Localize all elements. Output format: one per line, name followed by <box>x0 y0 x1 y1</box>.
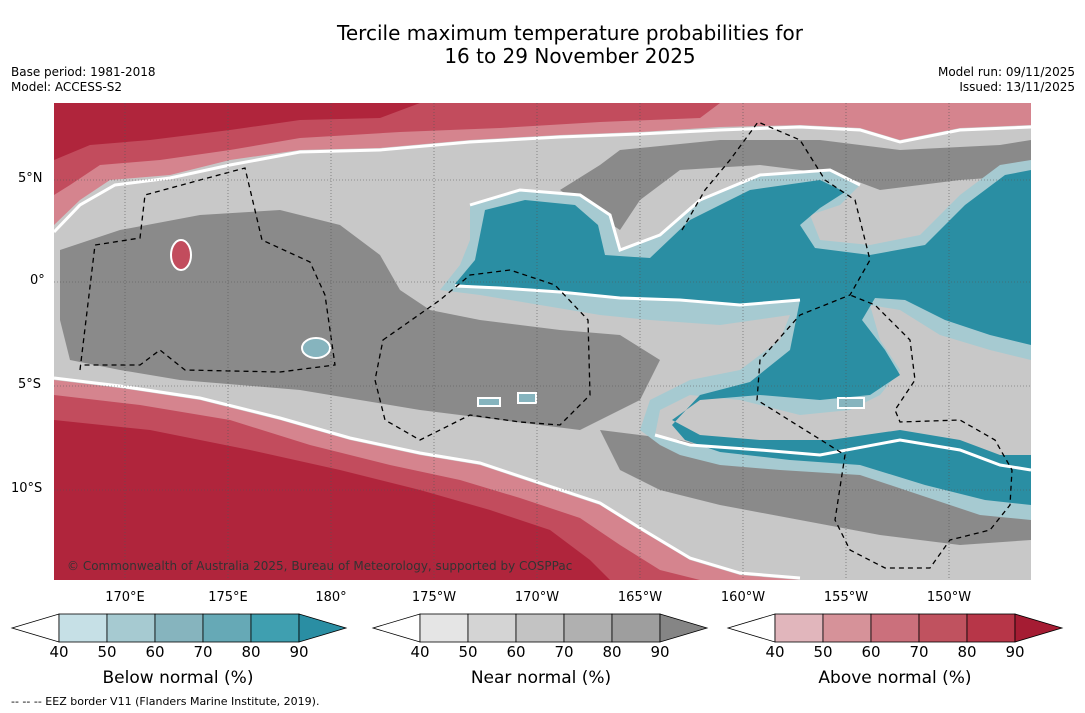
above-colorbar-segment <box>918 613 968 643</box>
lon-label-170e: 170°E <box>105 590 145 605</box>
above-colorbar-tick: 80 <box>957 643 977 661</box>
below-colorbar-segment <box>250 613 300 643</box>
near-normal-label: Near normal (%) <box>470 668 612 688</box>
map-fields <box>54 103 1031 580</box>
above-normal-label: Above normal (%) <box>818 668 972 688</box>
below-contour-c <box>654 433 1031 472</box>
below-contour-a <box>454 284 801 307</box>
above-colorbar-tick: 60 <box>861 643 881 661</box>
near-colorbar-segment <box>467 613 517 643</box>
near-colorbar-min-extend <box>371 613 421 643</box>
lat-label-10s: 10°S <box>11 481 43 496</box>
below-contour-b <box>469 168 861 252</box>
below-colorbar-tick: 90 <box>289 643 309 661</box>
below-normal-patch-a <box>477 397 501 407</box>
colorbars <box>10 613 1064 643</box>
model-name: Model: ACCESS-S2 <box>11 80 123 94</box>
above-normal-south-core <box>54 420 610 580</box>
above-colorbar-segment <box>870 613 920 643</box>
above-colorbar-tick: 40 <box>765 643 785 661</box>
below-normal-patch-c <box>837 397 865 409</box>
lon-label-160w: 160°W <box>720 590 766 605</box>
lat-label-5s: 5°S <box>18 377 42 392</box>
above-normal-patch <box>170 239 192 271</box>
below-colorbar-tick: 40 <box>49 643 69 661</box>
near-colorbar-tick: 40 <box>410 643 430 661</box>
near-colorbar-tick: 90 <box>650 643 670 661</box>
graticule <box>54 103 1031 580</box>
above-colorbar-tick: 90 <box>1005 643 1025 661</box>
near-colorbar-tick: 60 <box>506 643 526 661</box>
near-colorbar-segment <box>419 613 469 643</box>
meta-right: Model run: 09/11/2025 Issued: 13/11/2025 <box>938 65 1075 95</box>
below-colorbar-tick: 70 <box>193 643 213 661</box>
base-period: Base period: 1981-2018 <box>11 65 156 79</box>
below-colorbar-segment <box>202 613 252 643</box>
near-colorbar-segment <box>563 613 613 643</box>
below-colorbar-tick: 50 <box>97 643 117 661</box>
above-colorbar-tick: 50 <box>813 643 833 661</box>
below-colorbar-segment <box>106 613 156 643</box>
below-normal-patch-b <box>517 392 537 404</box>
below-colorbar-min-extend <box>10 613 60 643</box>
near-colorbar-tick: 70 <box>554 643 574 661</box>
above-south-contour <box>54 376 801 580</box>
eez-border-east <box>681 121 1013 569</box>
lat-label-5n: 5°N <box>18 171 43 186</box>
below-colorbar-max-extend <box>298 613 348 643</box>
eez-border-west <box>79 167 336 373</box>
lon-label-180: 180° <box>315 590 347 605</box>
above-north-contour <box>54 125 1031 234</box>
below-normal-east-core <box>455 170 1031 505</box>
near-colorbar-tick: 80 <box>602 643 622 661</box>
near-colorbar-tick: 50 <box>458 643 478 661</box>
lon-label-175e: 175°E <box>208 590 248 605</box>
above-colorbar-segment <box>774 613 824 643</box>
title-line-2: 16 to 29 November 2025 <box>444 44 696 68</box>
eez-border-central <box>374 269 591 441</box>
lon-label-155w: 155°W <box>823 590 869 605</box>
title-line-1: Tercile maximum temperature probabilitie… <box>337 21 803 45</box>
model-run: Model run: 09/11/2025 <box>937 65 1075 79</box>
below-colorbar-segment <box>154 613 204 643</box>
meta-left: Base period: 1981-2018 Model: ACCESS-S2 <box>11 65 156 95</box>
above-colorbar-segment <box>822 613 872 643</box>
near-colorbar-max-extend <box>659 613 709 643</box>
below-normal-patch-west <box>301 337 331 359</box>
above-colorbar-segment <box>966 613 1016 643</box>
near-normal-west-core <box>60 210 660 430</box>
above-normal-north-core <box>54 103 420 160</box>
below-colorbar-segment <box>58 613 108 643</box>
eez-footnote: -- -- -- EEZ border V11 (Flanders Marine… <box>11 695 320 708</box>
below-normal-label: Below normal (%) <box>102 668 254 688</box>
lat-label-0: 0° <box>30 273 45 288</box>
lon-label-165w: 165°W <box>617 590 663 605</box>
above-colorbar-max-extend <box>1014 613 1064 643</box>
above-colorbar-tick: 70 <box>909 643 929 661</box>
issued-date: Issued: 13/11/2025 <box>959 80 1075 94</box>
near-colorbar-segment <box>515 613 565 643</box>
near-normal-north-band <box>560 140 1031 230</box>
lon-label-175w: 175°W <box>411 590 457 605</box>
below-colorbar-tick: 80 <box>241 643 261 661</box>
near-colorbar-segment <box>611 613 661 643</box>
map-title: Tercile maximum temperature probabilitie… <box>0 22 1085 68</box>
lon-label-150w: 150°W <box>926 590 972 605</box>
copyright-text: © Commonwealth of Australia 2025, Bureau… <box>67 559 573 573</box>
lon-label-170w: 170°W <box>514 590 560 605</box>
below-colorbar-tick: 60 <box>145 643 165 661</box>
above-colorbar-min-extend <box>726 613 776 643</box>
